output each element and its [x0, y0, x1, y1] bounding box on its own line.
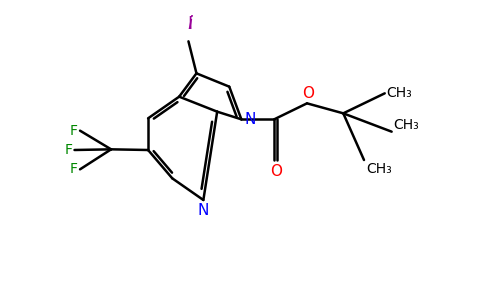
Text: CH₃: CH₃: [366, 162, 392, 176]
Text: CH₃: CH₃: [393, 118, 420, 132]
Text: O: O: [302, 86, 314, 101]
Text: F: F: [70, 124, 78, 138]
Text: N: N: [244, 112, 256, 127]
Text: F: F: [64, 143, 73, 157]
Text: CH₃: CH₃: [387, 86, 412, 100]
Text: F: F: [70, 162, 78, 176]
Text: i: i: [187, 15, 192, 33]
Text: I: I: [187, 15, 192, 33]
Text: N: N: [197, 203, 209, 218]
Text: O: O: [270, 164, 282, 179]
